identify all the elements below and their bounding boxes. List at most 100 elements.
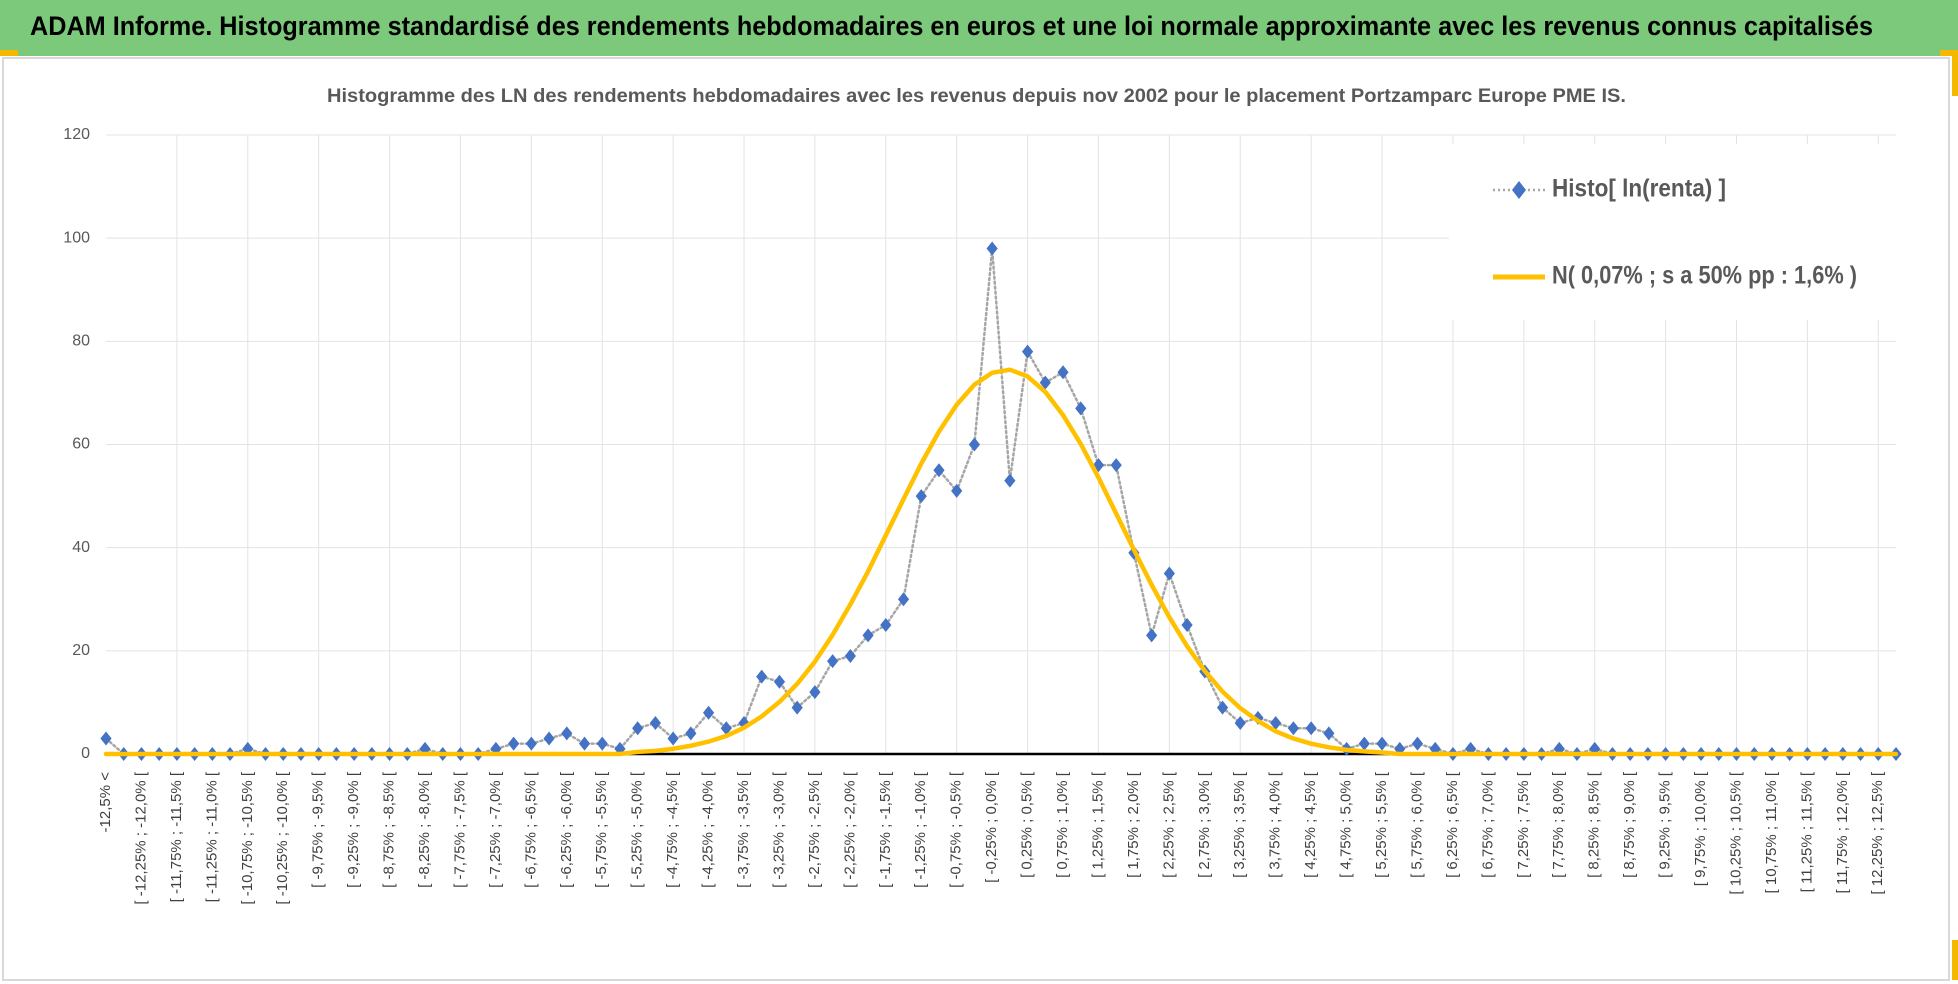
y-tick-label: 100 xyxy=(63,229,90,246)
x-tick-label: [ -6,75% ; -6,5% [ xyxy=(522,771,539,888)
x-tick-label: [ -5,75% ; -5,5% [ xyxy=(593,771,610,888)
x-tick-label: [ 7,75% ; 8,0% [ xyxy=(1550,771,1567,878)
x-tick-label: [ 5,75% ; 6,0% [ xyxy=(1408,771,1425,878)
corner-mark xyxy=(0,50,18,56)
x-tick-label: [ -1,75% ; -1,5% [ xyxy=(877,771,894,888)
data-point xyxy=(667,731,679,746)
x-tick-label: [ 4,75% ; 5,0% [ xyxy=(1338,771,1355,878)
corner-mark xyxy=(1952,940,1958,980)
data-point xyxy=(578,736,591,751)
data-point xyxy=(968,437,981,452)
x-tick-label: [ -7,25% ; -7,0% [ xyxy=(487,771,504,888)
x-tick-label: [ 0,25% ; 0,5% [ xyxy=(1019,771,1036,878)
x-tick-label: [ -9,25% ; -9,0% [ xyxy=(345,771,362,888)
data-point xyxy=(933,463,945,478)
data-point xyxy=(844,648,856,663)
x-tick-label: [ 2,25% ; 2,5% [ xyxy=(1160,771,1177,878)
data-point xyxy=(632,721,644,736)
y-tick-label: 0 xyxy=(81,745,90,762)
data-point xyxy=(649,716,662,731)
x-tick-label: [ 7,25% ; 7,5% [ xyxy=(1515,771,1532,878)
data-point xyxy=(1252,710,1264,725)
data-point xyxy=(1110,458,1122,473)
data-point xyxy=(862,628,874,643)
data-point xyxy=(1181,618,1193,633)
y-tick-label: 60 xyxy=(72,436,90,453)
data-point xyxy=(773,674,786,689)
x-tick-label: [ -7,75% ; -7,5% [ xyxy=(451,771,468,888)
x-tick-label: [ 9,75% ; 10,0% [ xyxy=(1692,771,1709,886)
chart-title: Histogramme des LN des rendements hebdom… xyxy=(327,86,1626,107)
header-bar xyxy=(0,0,1958,56)
data-point xyxy=(827,654,839,669)
data-point xyxy=(897,592,910,607)
x-tick-label: [ -8,75% ; -8,5% [ xyxy=(381,771,398,888)
chart-frame xyxy=(2,57,1950,981)
x-tick-label: [ 3,75% ; 4,0% [ xyxy=(1267,771,1284,878)
x-tick-label: [ 4,25% ; 4,5% [ xyxy=(1302,771,1319,878)
x-tick-label: [ -6,25% ; -6,0% [ xyxy=(558,771,575,888)
x-tick-label: [ 8,75% ; 9,0% [ xyxy=(1621,771,1638,878)
data-point xyxy=(1553,741,1565,756)
data-point xyxy=(1411,736,1424,751)
y-tick-label: 40 xyxy=(72,539,90,556)
data-point xyxy=(1376,736,1388,751)
data-point xyxy=(1216,700,1229,715)
x-tick-label: [ -9,75% ; -9,5% [ xyxy=(310,771,327,888)
data-point xyxy=(986,241,998,256)
x-tick-label: [ -3,75% ; -3,5% [ xyxy=(735,771,752,888)
data-point xyxy=(720,721,732,736)
data-point xyxy=(951,483,963,498)
data-point xyxy=(1004,473,1016,488)
data-point xyxy=(543,731,555,746)
x-tick-label: [ -10,75% ; -10,5% [ xyxy=(239,771,256,904)
x-tick-label: -12,5% < xyxy=(97,772,114,833)
data-point xyxy=(508,736,520,751)
data-point xyxy=(100,731,112,746)
x-tick-label: [ 9,25% ; 9,5% [ xyxy=(1657,771,1674,878)
x-tick-label: [ -12,25% ; -12,0% [ xyxy=(132,771,149,904)
x-tick-label: [ 6,75% ; 7,0% [ xyxy=(1479,771,1496,878)
x-tick-label: [ 8,25% ; 8,5% [ xyxy=(1586,771,1603,878)
data-point xyxy=(1358,736,1370,751)
x-tick-label: [ -8,25% ; -8,0% [ xyxy=(416,771,433,888)
data-point xyxy=(1057,365,1069,380)
legend-label: Histo[ ln(renta) ] xyxy=(1552,175,1726,203)
x-tick-label: [ -11,25% ; -11,0% [ xyxy=(203,771,220,902)
x-tick-label: [ -1,25% ; -1,0% [ xyxy=(912,771,929,888)
data-point xyxy=(596,736,608,751)
x-tick-label: [ -4,25% ; -4,0% [ xyxy=(700,771,717,888)
x-tick-label: [ -4,75% ; -4,5% [ xyxy=(664,771,681,888)
data-point xyxy=(1039,375,1051,390)
x-tick-label: [ -5,25% ; -5,0% [ xyxy=(629,771,646,888)
x-tick-label: [ 10,25% ; 10,5% [ xyxy=(1727,771,1744,894)
data-point xyxy=(525,736,537,751)
x-tick-label: [ -0,25% ; 0,0% [ xyxy=(983,771,1000,883)
x-tick-label: [ 10,75% ; 11,0% [ xyxy=(1763,771,1780,893)
legend-entry: N( 0,07% ; s a 50% pp : 1,6% ) xyxy=(1493,262,1857,290)
x-tick-label: [ 0,75% ; 1,0% [ xyxy=(1054,771,1071,878)
x-tick-label: [ -2,75% ; -2,5% [ xyxy=(806,771,823,888)
y-tick-label: 120 xyxy=(63,126,90,143)
data-point xyxy=(791,700,803,715)
x-tick-label: [ 11,75% ; 12,0% [ xyxy=(1834,771,1851,893)
x-tick-label: [ 3,25% ; 3,5% [ xyxy=(1231,771,1248,878)
data-point xyxy=(756,669,768,684)
data-point xyxy=(1270,716,1282,731)
corner-mark xyxy=(1940,50,1958,56)
x-tick-label: [ -3,25% ; -3,0% [ xyxy=(770,771,787,888)
data-point xyxy=(1234,716,1246,731)
data-point xyxy=(702,705,715,720)
data-point xyxy=(561,726,573,741)
x-tick-label: [ -2,25% ; -2,0% [ xyxy=(841,771,858,888)
x-tick-label: [ -0,75% ; -0,5% [ xyxy=(948,771,965,888)
x-tick-label: [ -10,25% ; -10,0% [ xyxy=(274,771,291,904)
x-tick-label: [ 1,25% ; 1,5% [ xyxy=(1089,771,1106,878)
y-tick-label: 20 xyxy=(72,642,90,659)
normal-curve xyxy=(103,367,1899,757)
legend-entry: Histo[ ln(renta) ] xyxy=(1493,175,1726,203)
x-tick-label: [ 5,25% ; 5,5% [ xyxy=(1373,771,1390,878)
legend-marker xyxy=(1512,181,1526,199)
